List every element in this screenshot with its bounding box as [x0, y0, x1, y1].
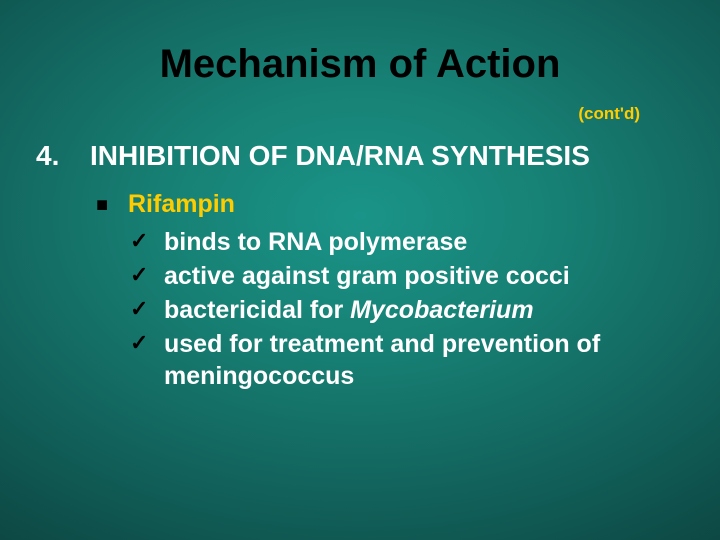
- list-item-text: binds to RNA polymerase: [164, 226, 467, 258]
- slide-title: Mechanism of Action: [0, 42, 720, 87]
- list-item-text: bactericidal for Mycobacterium: [164, 294, 534, 326]
- list-item-text: used for treatment and prevention of men…: [164, 328, 690, 392]
- list-item-text: active against gram positive cocci: [164, 260, 570, 292]
- italic-term: Mycobacterium: [350, 296, 533, 324]
- slide-container: Mechanism of Action (cont'd) 4. INHIBITI…: [0, 0, 720, 540]
- check-icon: ✓: [130, 328, 164, 358]
- check-icon: ✓: [130, 226, 164, 256]
- check-list: ✓ binds to RNA polymerase ✓ active again…: [130, 226, 690, 394]
- section-title: INHIBITION OF DNA/RNA SYNTHESIS: [90, 140, 590, 172]
- square-bullet-icon: ■: [96, 194, 108, 217]
- text-span: bactericidal for: [164, 296, 350, 324]
- sub-heading: Rifampin: [128, 190, 235, 219]
- list-item: ✓ active against gram positive cocci: [130, 260, 690, 292]
- list-item: ✓ bactericidal for Mycobacterium: [130, 294, 690, 326]
- check-icon: ✓: [130, 294, 164, 324]
- continued-label: (cont'd): [0, 104, 640, 124]
- check-icon: ✓: [130, 260, 164, 290]
- list-item: ✓ used for treatment and prevention of m…: [130, 328, 690, 392]
- section-number: 4.: [36, 140, 59, 172]
- list-item: ✓ binds to RNA polymerase: [130, 226, 690, 258]
